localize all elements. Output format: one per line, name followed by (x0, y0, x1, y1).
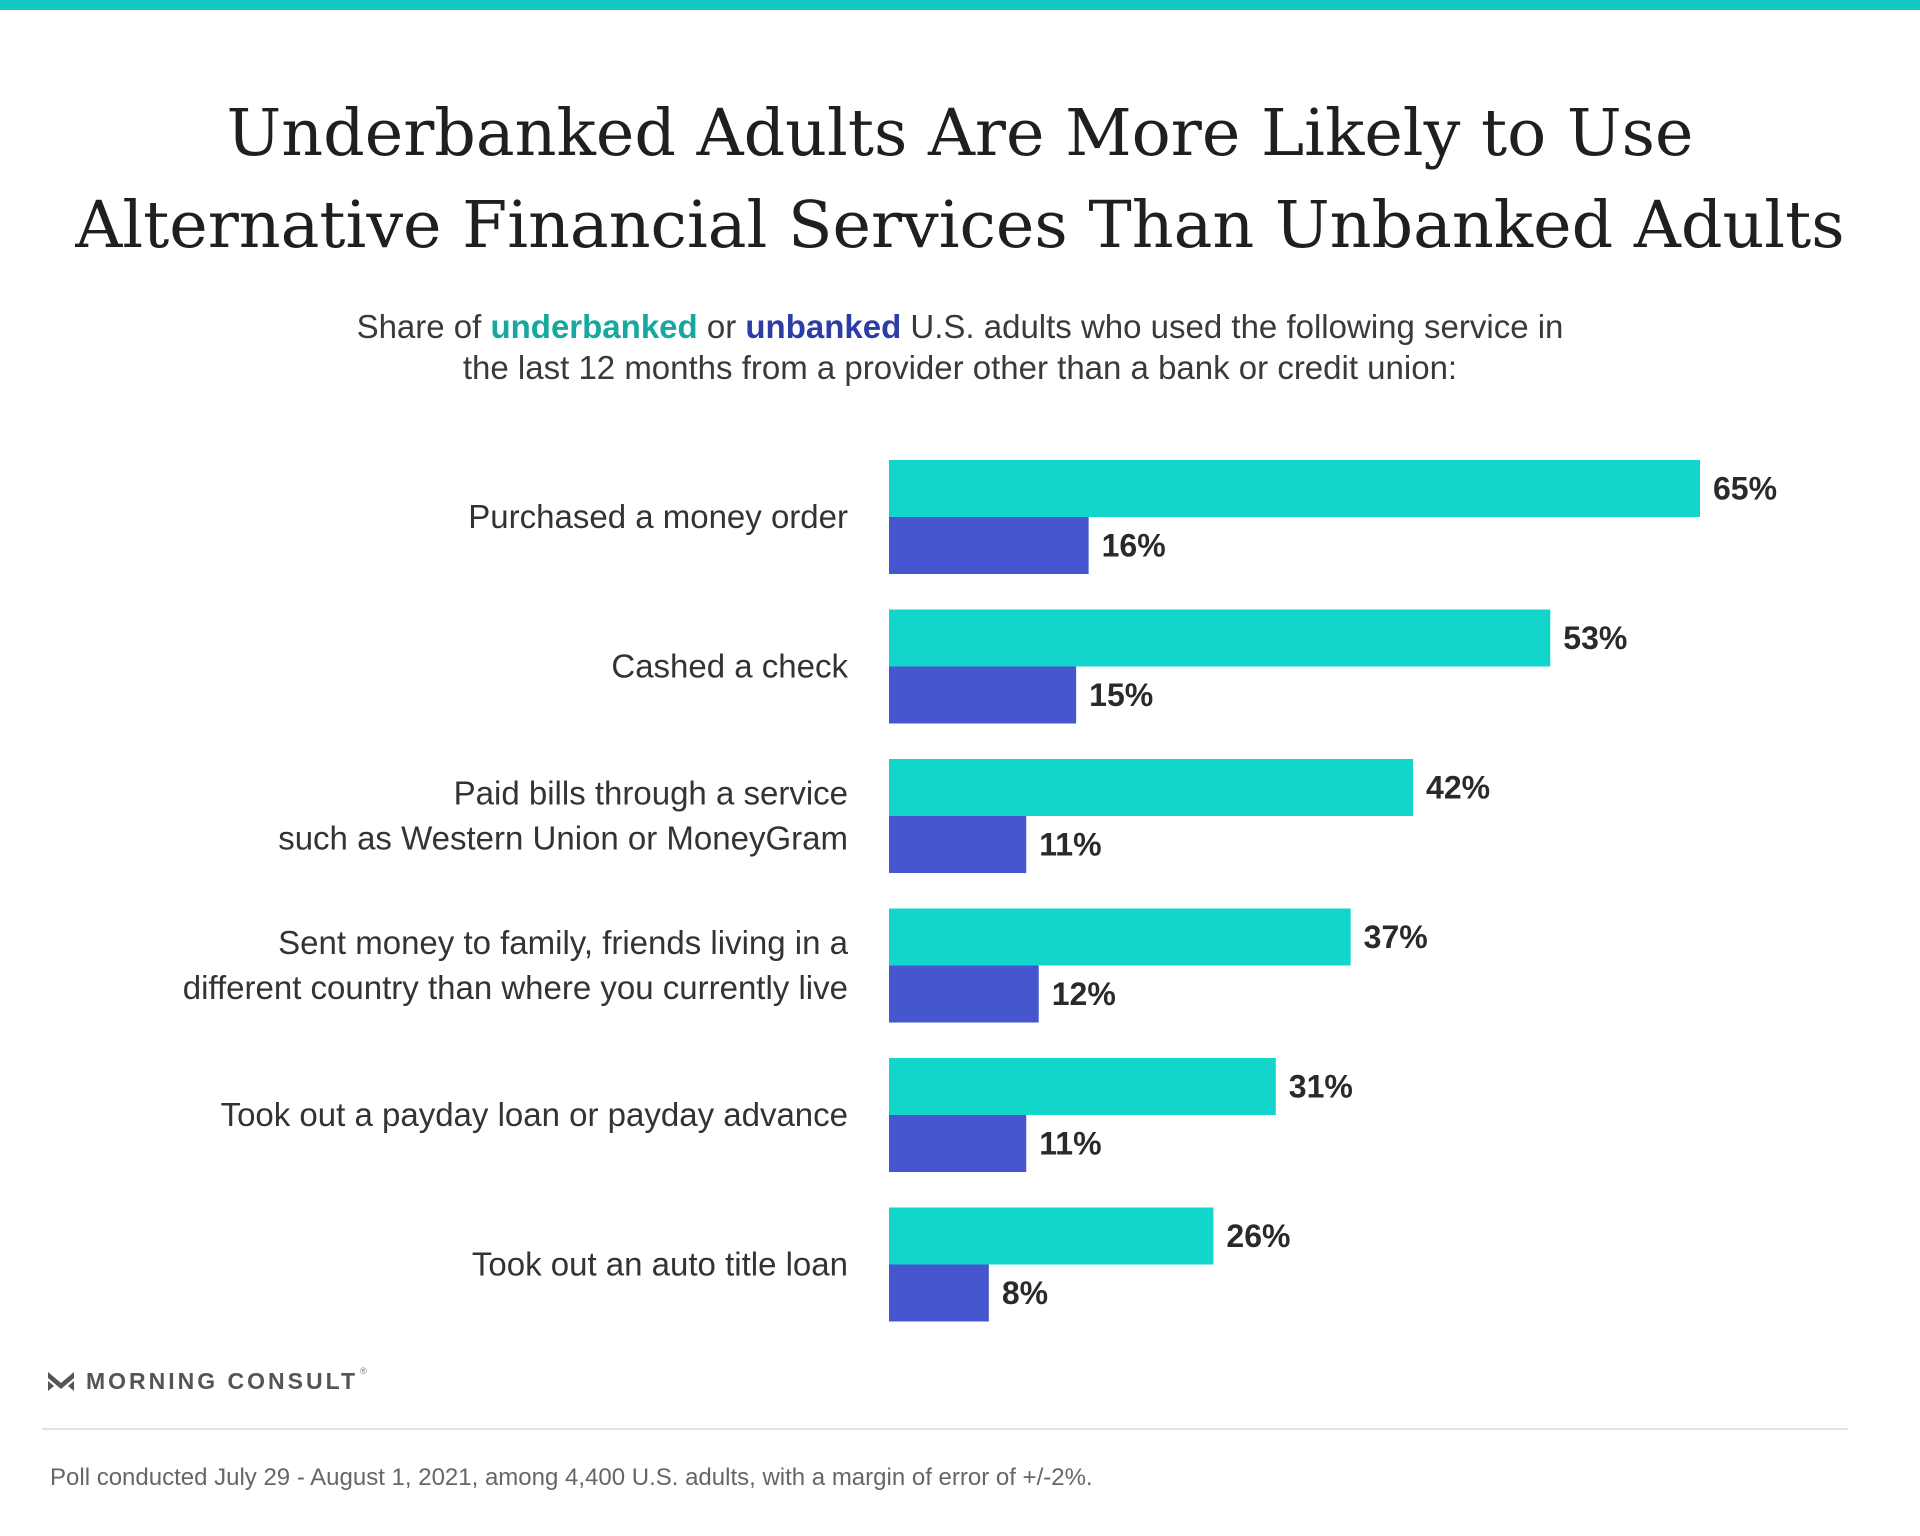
category-label: Cashed a check (611, 648, 848, 685)
underbanked-bar (889, 908, 1351, 966)
subtitle-text-2: or (697, 308, 746, 345)
subtitle-line-2: the last 12 months from a provider other… (462, 349, 1458, 386)
category-label-line: Sent money to family, friends living in … (278, 924, 848, 961)
unbanked-value-label: 12% (1052, 976, 1116, 1012)
underbanked-bar (889, 1058, 1276, 1115)
category-label: Took out an auto title loan (472, 1246, 848, 1283)
footer-divider (42, 1428, 1848, 1430)
subtitle-text-3: U.S. adults who used the following servi… (901, 308, 1564, 345)
category-label: Paid bills through a service such as West… (278, 775, 848, 857)
underbanked-value-label: 53% (1563, 620, 1627, 656)
underbanked-value-label: 31% (1289, 1069, 1353, 1105)
chart-title-line-2: Alternative Financial Services Than Unba… (75, 188, 1845, 263)
category-label-line: different country than where you current… (183, 969, 848, 1006)
category-label: Sent money to family, friends living in … (183, 924, 849, 1006)
category-label-line: such as Western Union or MoneyGram (278, 820, 848, 857)
unbanked-key: unbanked (745, 308, 902, 345)
unbanked-bar (889, 666, 1077, 724)
underbanked-bar (889, 759, 1414, 816)
category-label: Took out a payday loan or payday advance (221, 1096, 848, 1133)
morning-consult-m-icon (48, 1372, 74, 1391)
unbanked-bar (889, 1115, 1027, 1172)
category-label-line: Paid bills through a service (454, 775, 848, 812)
unbanked-value-label: 11% (1039, 1126, 1101, 1162)
underbanked-key: underbanked (490, 308, 698, 345)
subtitle-text-1: Share of (356, 308, 491, 345)
logo-trademark: ® (360, 1366, 367, 1376)
unbanked-value-label: 11% (1039, 827, 1101, 863)
chart-title: Underbanked Adults Are More Likely to Us… (0, 88, 1920, 272)
category-label-line: Cashed a check (611, 648, 848, 685)
subtitle-line-1: Share of underbanked or unbanked U.S. ad… (0, 306, 1920, 347)
unbanked-value-label: 16% (1102, 528, 1166, 564)
underbanked-bar (889, 1207, 1214, 1265)
unbanked-bar (889, 517, 1089, 574)
underbanked-value-label: 65% (1713, 471, 1777, 507)
category-label-line: Took out an auto title loan (472, 1246, 848, 1283)
logo-wordmark: MORNING CONSULT (86, 1367, 359, 1394)
unbanked-value-label: 8% (1002, 1275, 1048, 1311)
unbanked-value-label: 15% (1089, 677, 1153, 713)
underbanked-bar (889, 609, 1551, 667)
footnote: Poll conducted July 29 - August 1, 2021,… (50, 1464, 1093, 1491)
underbanked-value-label: 42% (1426, 770, 1490, 806)
chart-subtitle: Share of underbanked or unbanked U.S. ad… (0, 306, 1920, 388)
bar-chart: Purchased a money order 65% 16% Cashed a ch… (183, 460, 1777, 1322)
unbanked-bar (889, 1264, 989, 1322)
category-label-line: Purchased a money order (468, 498, 848, 535)
unbanked-bar (889, 965, 1039, 1023)
unbanked-bar (889, 816, 1027, 873)
category-label-line: Took out a payday loan or payday advance (221, 1096, 848, 1133)
top-accent-bar (0, 0, 1920, 10)
underbanked-bar (889, 460, 1700, 517)
category-label: Purchased a money order (468, 498, 848, 535)
underbanked-value-label: 26% (1226, 1218, 1290, 1254)
morning-consult-logo: MORNING CONSULT ® (46, 1366, 367, 1396)
chart-title-line-1: Underbanked Adults Are More Likely to Us… (226, 96, 1694, 171)
underbanked-value-label: 37% (1364, 919, 1428, 955)
